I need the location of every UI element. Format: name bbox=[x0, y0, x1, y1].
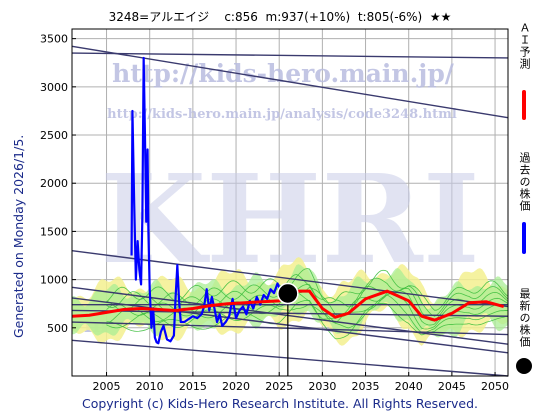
x-tick-label: 2030 bbox=[308, 380, 336, 393]
plot-frame bbox=[71, 28, 509, 377]
x-tick-label: 2010 bbox=[136, 380, 164, 393]
trend-line bbox=[71, 297, 509, 354]
x-tick-label: 2040 bbox=[395, 380, 423, 393]
y-tick-label: 500 bbox=[47, 322, 68, 335]
x-tick-label: 2050 bbox=[481, 380, 509, 393]
x-tick-label: 2005 bbox=[93, 380, 121, 393]
y-tick-label: 1000 bbox=[40, 274, 68, 287]
trend-line bbox=[71, 309, 509, 317]
y-tick-label: 1500 bbox=[40, 225, 68, 238]
trend-lines bbox=[71, 45, 509, 377]
chart-title: 3248=アルエイジ c:856 m:937(+10%) t:805(-6%) … bbox=[108, 10, 452, 24]
trend-line bbox=[71, 321, 509, 336]
copyright-footer: Copyright (c) Kids-Hero Research Institu… bbox=[81, 396, 479, 411]
x-tick-label: 2020 bbox=[222, 380, 250, 393]
green-range-line bbox=[106, 299, 509, 340]
trend-line bbox=[71, 286, 509, 345]
latest-price-dot bbox=[277, 282, 299, 305]
legend-latest-label: 最新の株価 bbox=[518, 288, 531, 348]
watermark-url-analysis: http://kids-hero.main.jp/analysis/code32… bbox=[107, 107, 457, 122]
latest-marker bbox=[277, 282, 299, 376]
y-tick-label: 3500 bbox=[40, 33, 68, 46]
watermark-url-main: http://kids-hero.main.jp/ bbox=[112, 59, 455, 88]
trend-line bbox=[71, 250, 509, 308]
legend-past-label: 過去の株価 bbox=[518, 152, 531, 212]
legend-ai-line bbox=[522, 90, 526, 120]
legend-past-line bbox=[522, 222, 526, 254]
y-tick-label: 2000 bbox=[40, 177, 68, 190]
legend-latest-dot bbox=[516, 358, 532, 374]
legend-ai-label: ＡＩ予測 bbox=[518, 22, 531, 70]
y-tick-label: 3000 bbox=[40, 81, 68, 94]
trend-line bbox=[71, 52, 509, 59]
generated-date-label: Generated on Monday 2026/1/5. bbox=[11, 134, 26, 338]
ticks: 2005 2010 2015 2020 2025 2030 2035 2040 2045 2050… bbox=[40, 33, 509, 393]
x-tick-label: 2015 bbox=[179, 380, 207, 393]
trend-line bbox=[71, 339, 509, 377]
x-tick-label: 2045 bbox=[438, 380, 466, 393]
green-range-line bbox=[106, 273, 509, 317]
y-tick-label: 2500 bbox=[40, 129, 68, 142]
x-tick-label: 2025 bbox=[265, 380, 293, 393]
x-tick-label: 2035 bbox=[352, 380, 380, 393]
